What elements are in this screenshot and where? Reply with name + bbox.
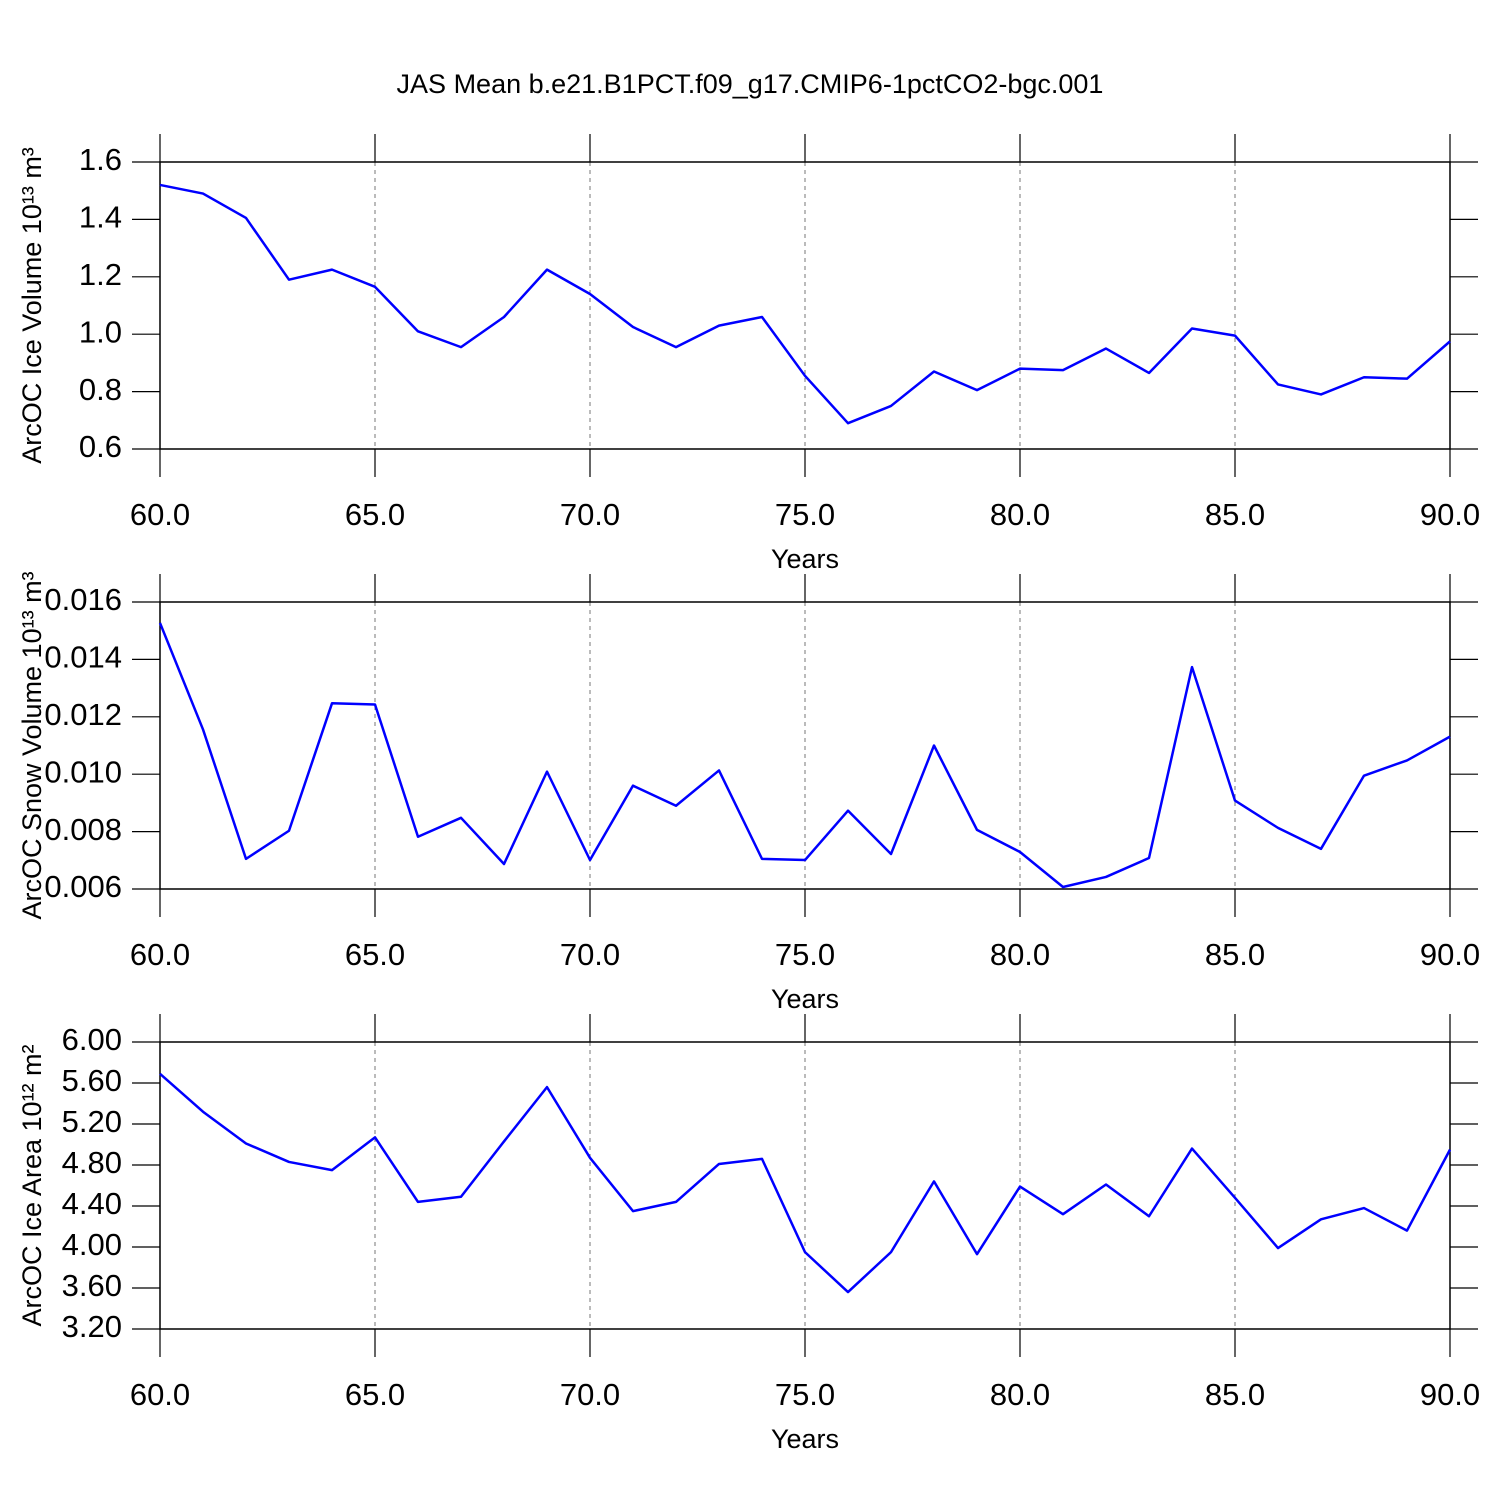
- x-tick-label: 60.0: [130, 937, 190, 972]
- x-tick-label: 75.0: [775, 937, 835, 972]
- x-tick-label: 70.0: [560, 497, 620, 532]
- y-tick-label: 0.016: [44, 582, 122, 617]
- y-tick-label: 1.2: [79, 257, 122, 292]
- y-tick-label: 5.60: [62, 1063, 122, 1098]
- y-tick-label: 0.006: [44, 869, 122, 904]
- x-tick-label: 80.0: [990, 1377, 1050, 1412]
- y-tick-label: 3.60: [62, 1268, 122, 1303]
- x-axis-label: Years: [771, 544, 839, 574]
- figure-title: JAS Mean b.e21.B1PCT.f09_g17.CMIP6-1pctC…: [397, 69, 1104, 99]
- x-tick-label: 70.0: [560, 1377, 620, 1412]
- x-tick-label: 75.0: [775, 497, 835, 532]
- x-tick-label: 60.0: [130, 497, 190, 532]
- y-tick-label: 1.0: [79, 314, 122, 349]
- x-tick-label: 65.0: [345, 497, 405, 532]
- plot-frame: [159, 1041, 1451, 1330]
- plot-frame: [159, 601, 1451, 890]
- y-tick-label: 4.80: [62, 1145, 122, 1180]
- y-tick-label: 4.40: [62, 1186, 122, 1221]
- x-tick-label: 90.0: [1420, 937, 1480, 972]
- y-tick-label: 6.00: [62, 1022, 122, 1057]
- x-tick-label: 80.0: [990, 937, 1050, 972]
- x-tick-label: 60.0: [130, 1377, 190, 1412]
- y-tick-label: 0.8: [79, 372, 122, 407]
- y-axis-label: ArcOC Snow Volume 10¹³ m³: [17, 571, 47, 919]
- x-tick-label: 65.0: [345, 1377, 405, 1412]
- y-tick-label: 3.20: [62, 1309, 122, 1344]
- y-tick-label: 0.008: [44, 812, 122, 847]
- x-axis-label: Years: [771, 1424, 839, 1454]
- x-axis-label: Years: [771, 984, 839, 1014]
- x-tick-label: 65.0: [345, 937, 405, 972]
- y-tick-label: 5.20: [62, 1104, 122, 1139]
- x-tick-label: 90.0: [1420, 497, 1480, 532]
- x-tick-label: 70.0: [560, 937, 620, 972]
- x-tick-label: 85.0: [1205, 937, 1265, 972]
- x-tick-label: 85.0: [1205, 497, 1265, 532]
- x-tick-label: 80.0: [990, 497, 1050, 532]
- y-tick-label: 0.014: [44, 640, 122, 675]
- y-tick-label: 1.4: [79, 200, 122, 235]
- y-axis-label: ArcOC Ice Volume 10¹³ m³: [17, 147, 47, 464]
- x-tick-label: 85.0: [1205, 1377, 1265, 1412]
- data-line: [158, 622, 1451, 889]
- y-tick-label: 4.00: [62, 1227, 122, 1262]
- data-line: [159, 1072, 1452, 1294]
- y-tick-label: 0.6: [79, 429, 122, 464]
- data-line: [159, 183, 1451, 425]
- y-tick-label: 0.010: [44, 754, 122, 789]
- plot-frame: [159, 161, 1451, 450]
- x-tick-label: 90.0: [1420, 1377, 1480, 1412]
- y-tick-label: 0.012: [44, 697, 122, 732]
- y-axis-label: ArcOC Ice Area 10¹² m²: [17, 1044, 47, 1326]
- y-tick-label: 1.6: [79, 142, 122, 177]
- x-tick-label: 75.0: [775, 1377, 835, 1412]
